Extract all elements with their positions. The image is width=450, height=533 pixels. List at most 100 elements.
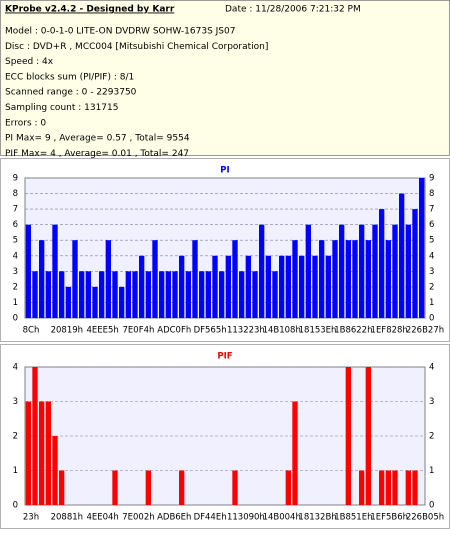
bar [179,255,185,318]
bar [385,470,391,505]
bar [205,271,211,318]
bar [259,224,265,318]
bar [165,271,171,318]
bar [179,470,185,505]
y-tick-label-left: 6 [13,220,18,230]
y-tick-label-right: 2 [429,282,434,292]
bar [379,470,385,505]
y-tick-label-right: 8 [429,189,434,199]
y-tick-label-right: 4 [429,251,434,261]
bar [365,240,371,318]
bar [79,271,85,318]
bar [325,255,331,318]
y-tick-label-left: 2 [13,432,18,442]
x-tick-label: 113223h [227,326,265,336]
chart-title: PI [220,166,229,176]
bar [239,271,245,318]
y-tick-label-left: 0 [13,501,18,511]
y-tick-label-right: 3 [429,397,434,407]
bar [365,367,371,505]
bar [159,271,165,318]
bar [412,209,418,318]
y-tick-label-right: 9 [429,174,434,184]
bar [145,271,151,318]
y-tick-label-right: 1 [429,298,434,308]
bar [279,255,285,318]
bar [192,240,198,318]
x-tick-label: 1B8622h [334,326,372,336]
x-tick-label: ADB6Eh [157,513,191,523]
bar [152,240,158,318]
bar [232,470,238,505]
y-tick-label-left: 7 [13,205,18,215]
bar [185,271,191,318]
bar [32,367,38,505]
x-tick-label: DF44Eh [194,513,227,523]
y-tick-label-left: 4 [13,251,18,261]
info-line: ECC blocks sum (PI/PIF) : 8/1 [5,72,134,82]
x-tick-label: 18153Eh [299,326,337,336]
x-tick-label: 7E0F4h [123,326,155,336]
bar [299,255,305,318]
bar [359,470,365,505]
x-tick-label: 14B004h [263,513,301,523]
x-tick-label: 14B108h [263,326,301,336]
y-tick-label-right: 6 [429,220,434,230]
bar [332,240,338,318]
x-tick-label: ADC0Fh [157,326,191,336]
x-tick-label: 4EE04h [86,513,118,523]
x-tick-label: 1B851Eh [334,513,372,523]
x-tick-label: 7E002h [122,513,154,523]
info-panel [0,0,450,156]
bar [385,240,391,318]
bar [32,271,38,318]
y-tick-label-left: 8 [13,189,18,199]
y-tick-label-right: 3 [429,267,434,277]
x-tick-label: 4EEE5h [86,326,118,336]
bar [72,240,78,318]
bar [132,271,138,318]
bar [345,367,351,505]
bar [352,240,358,318]
y-tick-label-left: 1 [13,298,18,308]
x-tick-label: DF565h [194,326,227,336]
bar [99,271,105,318]
bar [172,271,178,318]
y-tick-label-left: 2 [13,282,18,292]
x-tick-label: 1EF5B6h [370,513,408,523]
bar [25,401,31,505]
bar [392,470,398,505]
bar [345,240,351,318]
bar [45,271,51,318]
bar [305,224,311,318]
y-tick-label-left: 9 [13,174,18,184]
bar [112,271,118,318]
bar [59,470,65,505]
bar [285,255,291,318]
y-tick-label-right: 1 [429,466,434,476]
bar [225,255,231,318]
bar [45,401,51,505]
bar [112,470,118,505]
bar [212,255,218,318]
bar [52,224,58,318]
bar [319,240,325,318]
bar [59,271,65,318]
bar [39,401,45,505]
y-tick-label-right: 4 [429,363,434,373]
bar [245,255,251,318]
info-line: Sampling count : 131715 [5,103,119,113]
info-line: Errors : 0 [5,118,46,128]
bar [405,224,411,318]
bar [105,240,111,318]
bar [39,240,45,318]
bar [399,193,405,318]
x-tick-label: 20819h [51,326,83,336]
bar [52,436,58,505]
app-title: KProbe v2.4.2 - Designed by Karr [5,5,175,15]
bar [392,224,398,318]
bar [412,470,418,505]
info-line: PIF Max= 4 , Average= 0.01 , Total= 247 [5,149,189,159]
plot-area [24,177,426,319]
